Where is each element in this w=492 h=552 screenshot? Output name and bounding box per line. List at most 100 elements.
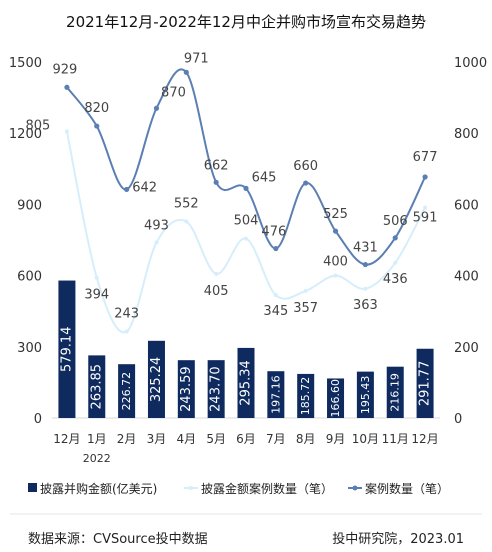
deal-count-label: 506	[383, 214, 408, 229]
year-label: 2022	[83, 452, 111, 465]
bar-amount	[416, 348, 434, 418]
line-deal-count	[66, 68, 426, 266]
point-disclosed-count	[393, 260, 398, 265]
bar-value-label: 263.85	[89, 364, 104, 410]
bar-value-label: 579.14	[59, 327, 74, 373]
bar-amount	[118, 364, 136, 418]
deal-count-label: 660	[293, 159, 318, 174]
disclosed-count-label: 400	[323, 255, 348, 270]
x-tick-label: 11月	[382, 432, 409, 446]
disclosed-count-label: 591	[413, 211, 438, 226]
disclosed-count-label: 345	[263, 304, 288, 319]
disclosed-count-label: 363	[353, 298, 378, 313]
bar-value-label: 295.34	[239, 360, 254, 406]
y-left-tick-label: 1200	[9, 127, 42, 142]
point-disclosed-count	[64, 129, 69, 134]
legend-label-amount: 披露并购金额(亿美元)	[40, 481, 157, 496]
x-tick-label: 12月	[53, 432, 80, 446]
y-left-tick-label: 1500	[9, 56, 42, 71]
disclosed-count-label: 243	[114, 306, 139, 321]
y-left-tick-label: 900	[17, 198, 42, 213]
x-tick-label: 2月	[117, 432, 137, 446]
y-right-tick-label: 200	[454, 341, 479, 356]
point-disclosed-count	[363, 286, 368, 291]
bar-value-label: 325.24	[149, 357, 164, 403]
bar-amount	[177, 360, 195, 418]
data-source-label: 数据来源：CVSource投中数据	[28, 532, 208, 547]
bar-amount	[267, 371, 285, 418]
point-deal-count	[243, 185, 249, 191]
y-left-tick-label: 300	[17, 341, 42, 356]
bar-value-label: 291.77	[418, 361, 433, 407]
deal-count-label: 971	[184, 51, 209, 66]
y-right-tick-label: 0	[454, 412, 462, 427]
point-disclosed-count	[184, 219, 189, 224]
disclosed-count-label: 552	[174, 196, 199, 211]
y-left-tick-label: 0	[34, 412, 42, 427]
disclosed-count-label: 436	[383, 272, 408, 287]
bar-value-label: 216.19	[389, 373, 402, 412]
publisher-label: 投中研究院，2023.01	[332, 532, 464, 547]
bar-amount	[58, 280, 76, 418]
legend-swatch-amount	[28, 483, 37, 492]
point-deal-count	[362, 261, 368, 268]
x-tick-label: 9月	[326, 432, 346, 446]
x-tick-label: 7月	[266, 432, 286, 446]
x-tick-label: 4月	[176, 432, 196, 446]
disclosed-count-label: 805	[26, 118, 51, 133]
deal-count-label: 431	[353, 241, 378, 256]
x-tick-label: 1月	[87, 432, 107, 446]
point-deal-count	[183, 69, 189, 75]
x-tick-label: 8月	[296, 432, 316, 446]
deal-count-label: 662	[204, 158, 229, 173]
disclosed-count-label: 357	[293, 301, 318, 316]
bar-value-label: 226.72	[120, 372, 133, 411]
bar-amount	[356, 371, 374, 418]
disclosed-count-label: 493	[144, 218, 169, 233]
point-disclosed-count	[154, 240, 159, 245]
point-disclosed-count	[124, 329, 129, 334]
y-right-tick-label: 400	[454, 270, 479, 285]
point-disclosed-count	[214, 271, 219, 276]
y-left-tick-label: 600	[17, 270, 42, 285]
bar-value-label: 243.70	[209, 366, 224, 412]
deal-count-label: 476	[261, 225, 286, 240]
x-tick-label: 6月	[236, 432, 256, 446]
disclosed-count-label: 405	[204, 284, 229, 299]
deal-count-label: 929	[53, 62, 78, 77]
bar-value-label: 197.16	[269, 375, 282, 414]
point-deal-count	[392, 235, 398, 241]
point-deal-count	[64, 84, 70, 90]
bar-amount	[386, 366, 404, 418]
bar-value-label: 166.60	[329, 379, 342, 418]
y-right-tick-label: 1000	[454, 56, 487, 71]
x-tick-label: 5月	[206, 432, 226, 446]
point-deal-count	[213, 179, 219, 185]
deal-count-label: 642	[132, 180, 157, 195]
y-right-tick-label: 800	[454, 127, 479, 142]
point-deal-count	[273, 245, 279, 252]
deal-count-label: 525	[323, 207, 348, 222]
x-tick-label: 3月	[147, 432, 167, 446]
chart-title: 2021年12月-2022年12月中企并购市场宣布交易趋势	[66, 13, 426, 31]
deal-count-label: 820	[84, 101, 109, 116]
point-disclosed-count	[94, 275, 99, 280]
bar-amount	[327, 378, 345, 418]
bar-amount	[207, 360, 225, 418]
point-disclosed-count	[303, 288, 308, 293]
x-tick-label: 10月	[352, 432, 379, 446]
bar-value-label: 243.59	[179, 366, 194, 412]
bar-amount	[237, 347, 255, 418]
point-deal-count	[422, 174, 428, 180]
point-disclosed-count	[273, 293, 278, 298]
legend-marker-deal-count	[352, 485, 358, 491]
point-disclosed-count	[244, 236, 248, 241]
bar-amount	[88, 355, 106, 418]
point-disclosed-count	[333, 273, 338, 278]
line-disclosed-count	[65, 131, 426, 334]
y-right-tick-label: 600	[454, 198, 479, 213]
legend-marker-disclosed-count	[189, 486, 193, 490]
disclosed-count-label: 504	[234, 214, 259, 229]
bar-value-label: 185.72	[299, 377, 312, 416]
